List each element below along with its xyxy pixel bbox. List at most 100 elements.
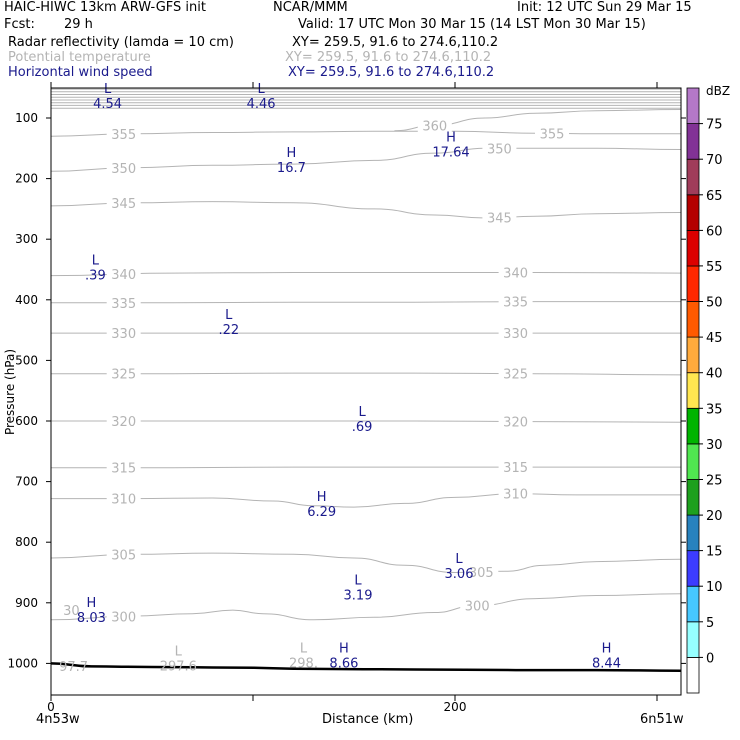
x-tick-label: 0 bbox=[47, 700, 55, 714]
field-xy-theta: XY= 259.5, 91.6 to 274.6,110.2 bbox=[285, 50, 492, 65]
wind-low-marker: L bbox=[104, 82, 112, 97]
colorbar-label: 70 bbox=[706, 153, 723, 168]
theta-label-335: 335 bbox=[503, 296, 528, 311]
x-left-end-label: 4n53w bbox=[36, 712, 80, 727]
edge-label-fragment: 30 bbox=[63, 604, 80, 619]
theta-label-350: 350 bbox=[111, 162, 136, 177]
contour-label-bg bbox=[106, 609, 141, 624]
colorbar-label: 60 bbox=[706, 224, 723, 239]
tropopause-contour-band bbox=[51, 88, 681, 109]
wind-high-marker: H bbox=[339, 641, 349, 656]
valid-time: Valid: 17 UTC Mon 30 Mar 15 (14 LST Mon … bbox=[298, 17, 646, 32]
theta-label-340: 340 bbox=[111, 268, 136, 283]
theta-low-value: 298. bbox=[289, 656, 318, 671]
y-axis-title: Pressure (hPa) bbox=[3, 349, 17, 435]
y-tick-label: 300 bbox=[15, 232, 38, 246]
colorbar-swatch bbox=[686, 265, 700, 302]
contour-label-bg bbox=[498, 265, 533, 280]
y-tick-label: 400 bbox=[15, 293, 38, 307]
wind-low-value: 3.19 bbox=[344, 588, 373, 603]
colorbar-label: 55 bbox=[706, 260, 723, 275]
theta-label-355: 355 bbox=[540, 127, 565, 142]
wind-low-value: 3.06 bbox=[445, 567, 474, 582]
theta-label-310: 310 bbox=[111, 493, 136, 508]
contour-label-bg bbox=[106, 267, 141, 282]
contour-label-bg bbox=[498, 414, 533, 429]
contour-label-bg bbox=[460, 598, 495, 613]
colorbar-swatch bbox=[686, 372, 700, 409]
wind-low-value: 4.54 bbox=[93, 97, 122, 112]
colorbar-label: 35 bbox=[706, 402, 723, 417]
init-time: Init: 12 UTC Sun 29 Mar 15 bbox=[517, 0, 692, 15]
axes: 100 200 300 400 500 600 700 800 900 1000 0 200 bbox=[7, 82, 686, 714]
plot-frame bbox=[50, 87, 682, 696]
y-tick-label: 1000 bbox=[7, 656, 38, 670]
wind-high-value: 16.7 bbox=[277, 161, 306, 176]
colorbar-label: 10 bbox=[706, 580, 723, 595]
wind-high-value: 17.64 bbox=[432, 146, 469, 161]
theta-contour-345 bbox=[50, 201, 682, 219]
colorbar-swatch bbox=[686, 443, 700, 480]
colorbar-swatch bbox=[686, 407, 700, 445]
theta-label-300: 300 bbox=[465, 600, 490, 615]
colorbar-label: 30 bbox=[706, 438, 723, 453]
colorbar-swatch bbox=[686, 336, 700, 374]
contour-label-bg bbox=[106, 547, 141, 562]
model-title: HAIC-HIWC 13km ARW-GFS init bbox=[4, 0, 206, 15]
y-tick-label: 800 bbox=[15, 535, 38, 549]
theta-label-300: 300 bbox=[111, 611, 136, 626]
wind-low-marker: L bbox=[455, 552, 463, 567]
contour-label-bg bbox=[498, 366, 533, 381]
colorbar-swatch bbox=[686, 123, 700, 160]
wind-low-value: .39 bbox=[85, 269, 106, 284]
contour-label-bg bbox=[498, 460, 533, 475]
colorbar-swatch bbox=[686, 585, 700, 623]
theta-label-345: 345 bbox=[487, 212, 512, 227]
contour-label-bg bbox=[106, 295, 141, 310]
field-xy-wind: XY= 259.5, 91.6 to 274.6,110.2 bbox=[288, 65, 495, 80]
contour-label-bg bbox=[535, 126, 569, 141]
colorbar-swatch bbox=[686, 550, 700, 587]
theta-contour-325 bbox=[50, 372, 682, 376]
colorbar-label: 25 bbox=[706, 474, 723, 489]
colorbar-unit: dBZ bbox=[706, 84, 730, 98]
colorbar-swatch bbox=[686, 229, 700, 267]
theta-label-355: 355 bbox=[111, 128, 136, 143]
theta-low-marker: L bbox=[175, 644, 183, 659]
colorbar-swatch bbox=[686, 514, 700, 552]
wind-low-value: .69 bbox=[352, 420, 373, 435]
contour-label-bg bbox=[106, 366, 141, 381]
x-axis-title: Distance (km) bbox=[322, 712, 414, 727]
theta-contour-300 bbox=[50, 593, 682, 621]
contour-label-bg bbox=[106, 491, 141, 506]
contour-labels: 300 300 305 305 310 310 315 315 320 320 325 325 330 3… bbox=[106, 118, 569, 626]
y-tick-label: 600 bbox=[15, 414, 38, 428]
colorbar-label: 45 bbox=[706, 331, 723, 346]
theta-contour-320 bbox=[50, 420, 682, 423]
field-name-theta: Potential temperature bbox=[8, 50, 151, 65]
x-right-end-label: 6n51w bbox=[640, 712, 684, 727]
theta-label-305: 305 bbox=[469, 566, 494, 581]
wind-high-value: 6.29 bbox=[307, 505, 336, 520]
theta-label-330: 330 bbox=[111, 327, 136, 342]
colorbar-swatch bbox=[686, 194, 700, 231]
forecast-hours: 29 h bbox=[64, 17, 93, 32]
theta-label-320: 320 bbox=[503, 416, 528, 431]
theta-label-325: 325 bbox=[111, 368, 136, 383]
contour-label-bg bbox=[498, 486, 533, 501]
colorbar-label: 5 bbox=[706, 616, 714, 631]
theta-label-320: 320 bbox=[111, 415, 136, 430]
wind-high-marker: H bbox=[602, 641, 612, 656]
y-tick-label: 100 bbox=[15, 111, 38, 125]
field-xy-reflectivity: XY= 259.5, 91.6 to 274.6,110.2 bbox=[292, 35, 499, 50]
wind-high-marker: H bbox=[446, 131, 456, 146]
terrain-surface bbox=[50, 662, 682, 672]
colorbar-label: 15 bbox=[706, 545, 723, 560]
colorbar-swatch bbox=[686, 87, 700, 124]
colorbar-label: 40 bbox=[706, 367, 723, 382]
theta-label-350: 350 bbox=[487, 142, 512, 157]
field-name-wind: Horizontal wind speed bbox=[8, 65, 153, 80]
wind-high-marker: H bbox=[317, 490, 327, 505]
field-name-reflectivity: Radar reflectivity (lamda = 10 cm) bbox=[8, 35, 234, 50]
